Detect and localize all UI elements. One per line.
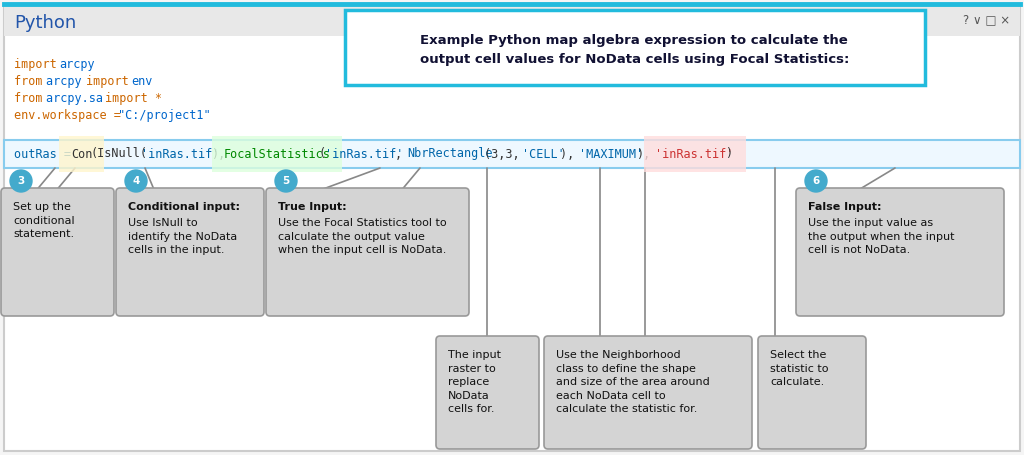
Text: ,: , bbox=[395, 147, 410, 161]
Text: 5: 5 bbox=[283, 176, 290, 186]
Text: ),: ), bbox=[636, 147, 650, 161]
Circle shape bbox=[10, 170, 32, 192]
Text: (: ( bbox=[318, 147, 326, 161]
FancyBboxPatch shape bbox=[345, 10, 925, 85]
Text: Use the Neighborhood
class to define the shape
and size of the area around
each : Use the Neighborhood class to define the… bbox=[556, 350, 710, 415]
FancyBboxPatch shape bbox=[4, 4, 1020, 451]
Text: ? ∨ □ ×: ? ∨ □ × bbox=[963, 14, 1010, 26]
Text: Use IsNull to
identify the NoData
cells in the input.: Use IsNull to identify the NoData cells … bbox=[128, 218, 238, 255]
Text: (IsNull(: (IsNull( bbox=[90, 147, 147, 161]
Text: Con: Con bbox=[71, 147, 92, 161]
FancyBboxPatch shape bbox=[4, 4, 1020, 36]
Text: env: env bbox=[131, 75, 153, 88]
Text: ): ) bbox=[725, 147, 732, 161]
Text: Example Python map algebra expression to calculate the
output cell values for No: Example Python map algebra expression to… bbox=[420, 34, 850, 66]
Text: The input
raster to
replace
NoData
cells for.: The input raster to replace NoData cells… bbox=[449, 350, 501, 415]
FancyBboxPatch shape bbox=[796, 188, 1004, 316]
Text: ),: ), bbox=[211, 147, 225, 161]
Text: (3,3,: (3,3, bbox=[484, 147, 526, 161]
FancyBboxPatch shape bbox=[116, 188, 264, 316]
FancyBboxPatch shape bbox=[436, 336, 539, 449]
Circle shape bbox=[275, 170, 297, 192]
Text: 'inRas.tif': 'inRas.tif' bbox=[655, 147, 734, 161]
FancyBboxPatch shape bbox=[266, 188, 469, 316]
FancyBboxPatch shape bbox=[4, 140, 1020, 168]
Circle shape bbox=[125, 170, 147, 192]
Text: arcpy.sa: arcpy.sa bbox=[46, 92, 111, 105]
Text: 3: 3 bbox=[17, 176, 25, 186]
FancyBboxPatch shape bbox=[544, 336, 752, 449]
Text: 6: 6 bbox=[812, 176, 819, 186]
Text: 'inRas.tif': 'inRas.tif' bbox=[141, 147, 219, 161]
Text: import: import bbox=[85, 75, 135, 88]
Text: Use the Focal Statistics tool to
calculate the output value
when the input cell : Use the Focal Statistics tool to calcula… bbox=[278, 218, 446, 255]
Text: 4: 4 bbox=[132, 176, 139, 186]
Text: outRas =: outRas = bbox=[14, 147, 78, 161]
Text: import: import bbox=[14, 58, 63, 71]
Text: False Input:: False Input: bbox=[808, 202, 882, 212]
Text: Use the input value as
the output when the input
cell is not NoData.: Use the input value as the output when t… bbox=[808, 218, 954, 255]
Text: from: from bbox=[14, 75, 49, 88]
Text: Select the
statistic to
calculate.: Select the statistic to calculate. bbox=[770, 350, 828, 387]
Text: Conditional input:: Conditional input: bbox=[128, 202, 240, 212]
Text: arcpy: arcpy bbox=[59, 58, 95, 71]
Text: Python: Python bbox=[14, 14, 76, 32]
Text: import *: import * bbox=[105, 92, 162, 105]
Text: 'inRas.tif': 'inRas.tif' bbox=[326, 147, 403, 161]
FancyBboxPatch shape bbox=[1, 188, 114, 316]
Text: FocalStatistics: FocalStatistics bbox=[223, 147, 331, 161]
FancyBboxPatch shape bbox=[758, 336, 866, 449]
Text: 'MAXIMUM': 'MAXIMUM' bbox=[580, 147, 643, 161]
Text: NbrRectangle: NbrRectangle bbox=[408, 147, 494, 161]
Circle shape bbox=[805, 170, 827, 192]
Text: "C:/project1": "C:/project1" bbox=[118, 109, 211, 122]
Text: ),: ), bbox=[560, 147, 582, 161]
Text: 'CELL': 'CELL' bbox=[522, 147, 565, 161]
Text: Set up the
conditional
statement.: Set up the conditional statement. bbox=[13, 202, 75, 239]
Text: from: from bbox=[14, 92, 49, 105]
Text: arcpy: arcpy bbox=[46, 75, 89, 88]
Text: env.workspace =: env.workspace = bbox=[14, 109, 128, 122]
Text: True Input:: True Input: bbox=[278, 202, 347, 212]
